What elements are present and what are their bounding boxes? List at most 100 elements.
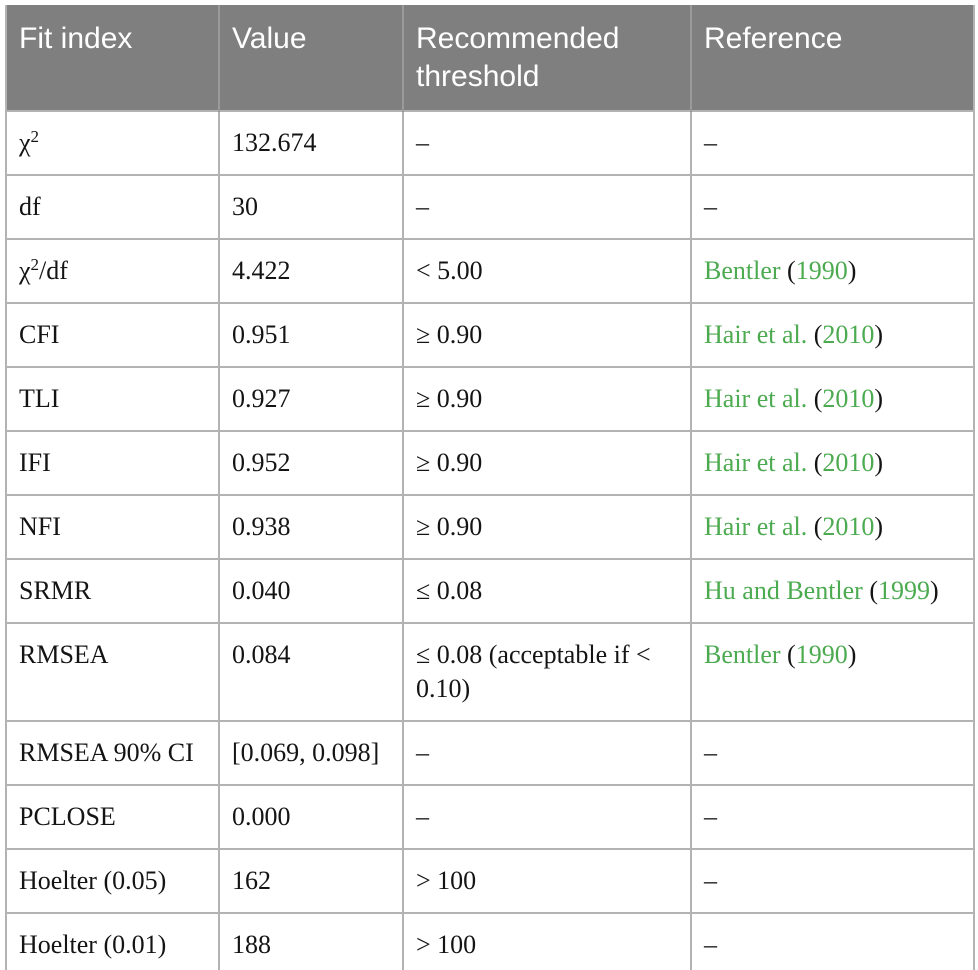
reference-link[interactable]: 2010 bbox=[822, 448, 875, 477]
reference-text: ( bbox=[807, 448, 823, 477]
table-row: TLI 0.927 ≥ 0.90 Hair et al. (2010) bbox=[6, 366, 974, 431]
cell-value: 0.952 bbox=[219, 430, 404, 495]
cell-reference: Hu and Bentler (1999) bbox=[691, 558, 974, 623]
cell-threshold: ≤ 0.08 (acceptable if < 0.10) bbox=[403, 622, 692, 721]
reference-text: ( bbox=[780, 256, 796, 285]
reference-link[interactable]: Hair et al. bbox=[704, 320, 808, 349]
cell-fit-index: RMSEA bbox=[6, 622, 220, 721]
cell-fit-index: Hoelter (0.05) bbox=[6, 848, 220, 913]
cell-reference: Hair et al. (2010) bbox=[691, 366, 974, 431]
table-row: CFI 0.951 ≥ 0.90 Hair et al. (2010) bbox=[6, 302, 974, 367]
header-fit-index: Fit index bbox=[6, 5, 220, 111]
reference-text: ) bbox=[874, 512, 884, 541]
table-row: NFI 0.938 ≥ 0.90 Hair et al. (2010) bbox=[6, 494, 974, 559]
cell-reference: Hair et al. (2010) bbox=[691, 302, 974, 367]
cell-value: 0.040 bbox=[219, 558, 404, 623]
cell-reference: – bbox=[691, 784, 974, 849]
table-row: Hoelter (0.01) 188 > 100– bbox=[6, 912, 974, 970]
table-row: χ2/df 4.422 < 5.00 Bentler (1990) bbox=[6, 238, 974, 303]
cell-fit-index: PCLOSE bbox=[6, 784, 220, 849]
table-row: PCLOSE 0.000– – bbox=[6, 784, 974, 849]
cell-threshold: > 100 bbox=[403, 912, 692, 970]
cell-fit-index: RMSEA 90% CI bbox=[6, 720, 220, 785]
cell-value: 30 bbox=[219, 174, 404, 239]
cell-threshold: – bbox=[403, 174, 692, 239]
table-row: IFI 0.952 ≥ 0.90 Hair et al. (2010) bbox=[6, 430, 974, 495]
reference-text: ( bbox=[780, 640, 796, 669]
reference-text: ) bbox=[874, 448, 884, 477]
reference-text: – bbox=[704, 128, 717, 157]
reference-text: ) bbox=[874, 320, 884, 349]
reference-text: ( bbox=[807, 384, 823, 413]
cell-threshold: ≥ 0.90 bbox=[403, 494, 692, 559]
cell-value: [0.069, 0.098] bbox=[219, 720, 404, 785]
cell-threshold: – bbox=[403, 784, 692, 849]
cell-value: 0.951 bbox=[219, 302, 404, 367]
cell-threshold: – bbox=[403, 110, 692, 175]
cell-reference: Bentler (1990) bbox=[691, 622, 974, 721]
cell-threshold: ≤ 0.08 bbox=[403, 558, 692, 623]
cell-threshold: ≥ 0.90 bbox=[403, 430, 692, 495]
cell-reference: – bbox=[691, 720, 974, 785]
cell-threshold: ≥ 0.90 bbox=[403, 366, 692, 431]
cell-reference: – bbox=[691, 848, 974, 913]
cell-fit-index: SRMR bbox=[6, 558, 220, 623]
reference-text: ) bbox=[874, 384, 884, 413]
superscript: 2 bbox=[30, 255, 40, 274]
cell-fit-index: TLI bbox=[6, 366, 220, 431]
reference-link[interactable]: 2010 bbox=[822, 384, 875, 413]
cell-reference: Hair et al. (2010) bbox=[691, 430, 974, 495]
reference-link[interactable]: 1990 bbox=[795, 256, 848, 285]
cell-threshold: ≥ 0.90 bbox=[403, 302, 692, 367]
reference-text: ( bbox=[807, 320, 823, 349]
cell-threshold: > 100 bbox=[403, 848, 692, 913]
cell-value: 0.000 bbox=[219, 784, 404, 849]
cell-reference: Bentler (1990) bbox=[691, 238, 974, 303]
cell-value: 0.084 bbox=[219, 622, 404, 721]
table-row: df 30– – bbox=[6, 174, 974, 239]
cell-fit-index: NFI bbox=[6, 494, 220, 559]
fit-indices-table: Fit index Value Recommended threshold Re… bbox=[5, 5, 975, 970]
reference-link[interactable]: Hu and Bentler bbox=[704, 576, 863, 605]
cell-value: 132.674 bbox=[219, 110, 404, 175]
reference-link[interactable]: Bentler bbox=[704, 256, 781, 285]
header-reference: Reference bbox=[691, 5, 974, 111]
reference-text: ( bbox=[862, 576, 879, 605]
reference-text: ) bbox=[847, 640, 857, 669]
table-row: SRMR 0.040 ≤ 0.08 Hu and Bentler (1999) bbox=[6, 558, 974, 623]
cell-reference: – bbox=[691, 912, 974, 970]
header-row: Fit index Value Recommended threshold Re… bbox=[6, 5, 974, 111]
table-body: χ2 132.674– – df 30– – χ2/df 4.422 < 5.00 Bentler… bbox=[6, 110, 974, 970]
cell-value: 0.927 bbox=[219, 366, 404, 431]
reference-link[interactable]: Bentler bbox=[704, 640, 781, 669]
reference-link[interactable]: 2010 bbox=[822, 320, 875, 349]
cell-fit-index: Hoelter (0.01) bbox=[6, 912, 220, 970]
reference-link[interactable]: Hair et al. bbox=[704, 448, 808, 477]
cell-value: 0.938 bbox=[219, 494, 404, 559]
reference-text: – bbox=[704, 192, 717, 221]
reference-link[interactable]: Hair et al. bbox=[704, 512, 808, 541]
reference-link[interactable]: 2010 bbox=[822, 512, 875, 541]
reference-link[interactable]: 1999 bbox=[878, 576, 931, 605]
cell-fit-index: CFI bbox=[6, 302, 220, 367]
cell-value: 162 bbox=[219, 848, 404, 913]
reference-text: – bbox=[704, 866, 717, 895]
cell-value: 188 bbox=[219, 912, 404, 970]
reference-link[interactable]: Hair et al. bbox=[704, 384, 808, 413]
reference-text: – bbox=[704, 802, 717, 831]
table-row: RMSEA 90% CI [0.069, 0.098] – – bbox=[6, 720, 974, 785]
cell-reference: – bbox=[691, 110, 974, 175]
superscript: 2 bbox=[30, 127, 40, 146]
cell-threshold: – bbox=[403, 720, 692, 785]
cell-threshold: < 5.00 bbox=[403, 238, 692, 303]
cell-fit-index: IFI bbox=[6, 430, 220, 495]
table-row: χ2 132.674– – bbox=[6, 110, 974, 175]
reference-text: – bbox=[704, 930, 717, 959]
table-row: Hoelter (0.05) 162 > 100– bbox=[6, 848, 974, 913]
table-header: Fit index Value Recommended threshold Re… bbox=[6, 5, 974, 111]
cell-value: 4.422 bbox=[219, 238, 404, 303]
reference-link[interactable]: 1990 bbox=[795, 640, 848, 669]
reference-text: ) bbox=[847, 256, 857, 285]
reference-text: ) bbox=[930, 576, 939, 605]
